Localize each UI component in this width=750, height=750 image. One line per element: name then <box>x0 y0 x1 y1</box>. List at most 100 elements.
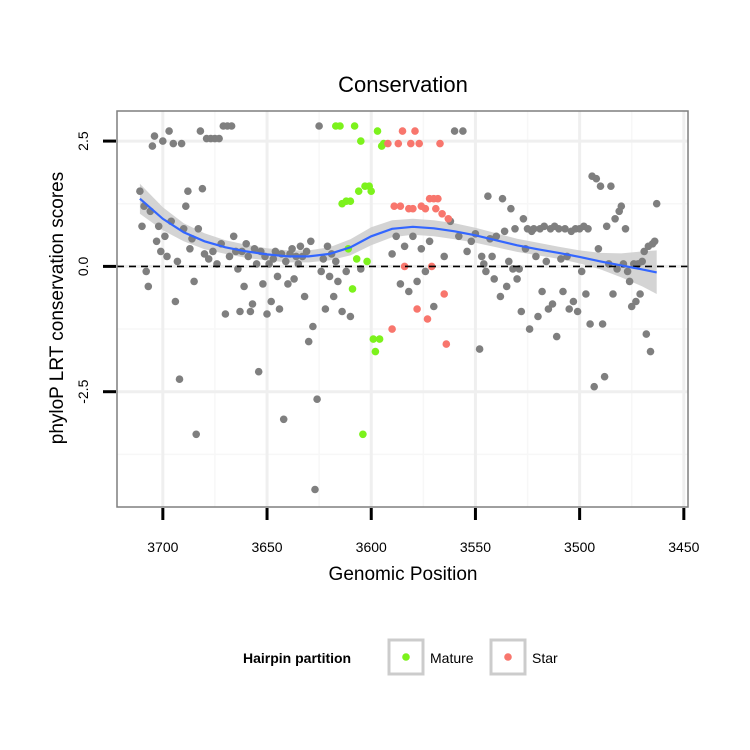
point-background <box>302 247 311 256</box>
point-background <box>321 305 330 313</box>
point-background <box>540 222 548 231</box>
point-background <box>150 132 159 140</box>
point-background <box>592 174 601 183</box>
point-background <box>225 252 234 261</box>
point-background <box>173 257 182 266</box>
point-background <box>288 245 296 253</box>
point-background <box>311 485 319 494</box>
point-background <box>317 267 326 276</box>
point-background <box>269 255 278 263</box>
point-background <box>171 297 180 306</box>
point-background <box>309 322 317 331</box>
point-background <box>525 325 534 333</box>
point-star <box>394 139 403 148</box>
point-background <box>392 232 401 241</box>
legend-key-star <box>489 638 527 676</box>
point-background <box>198 184 207 193</box>
point-background <box>500 227 509 236</box>
point-background <box>248 300 257 308</box>
point-background <box>534 312 542 321</box>
point-background <box>482 267 490 276</box>
point-background <box>254 367 263 376</box>
point-background <box>177 139 186 148</box>
point-background <box>157 247 165 256</box>
point-star <box>413 305 421 313</box>
point-mature <box>375 335 384 343</box>
point-background <box>638 257 646 266</box>
point-background <box>652 199 661 208</box>
point-background <box>565 305 573 313</box>
point-background <box>240 282 248 291</box>
point-background <box>440 252 449 261</box>
point-background <box>184 187 192 195</box>
point-background <box>315 122 323 130</box>
point-mature <box>369 335 378 343</box>
chart-title: Conservation <box>338 72 468 97</box>
point-background <box>421 267 430 276</box>
point-mature <box>352 255 361 263</box>
point-background <box>488 252 496 261</box>
point-background <box>600 372 609 381</box>
point-mature <box>346 197 355 205</box>
point-background <box>209 247 217 256</box>
point-background <box>273 272 282 281</box>
legend-item-mature: Mature <box>387 638 474 676</box>
point-background <box>161 232 169 241</box>
point-mature <box>359 430 367 439</box>
point-star <box>400 262 409 271</box>
point-background <box>598 320 607 328</box>
point-background <box>517 307 526 316</box>
point-star <box>434 194 442 203</box>
point-background <box>513 275 521 283</box>
point-background <box>138 222 146 231</box>
point-background <box>221 310 230 318</box>
point-mature <box>373 127 382 135</box>
point-star <box>390 202 399 210</box>
x-axis-title: Genomic Position <box>329 564 478 585</box>
point-background <box>632 297 640 306</box>
point-background <box>607 182 615 190</box>
point-background <box>182 202 190 210</box>
points-layer <box>136 122 661 494</box>
point-mature <box>367 187 376 195</box>
point-background <box>204 255 213 263</box>
smooth-line-layer <box>139 197 657 274</box>
point-background <box>296 242 305 251</box>
point-background <box>229 232 238 241</box>
point-background <box>548 300 557 308</box>
point-background <box>430 302 438 311</box>
point-background <box>611 215 619 223</box>
point-star <box>409 204 417 213</box>
point-background <box>267 297 276 306</box>
point-background <box>334 277 342 286</box>
point-background <box>169 139 178 148</box>
point-background <box>215 134 223 143</box>
point-background <box>475 345 484 353</box>
point-mature <box>336 122 344 130</box>
plot-border <box>116 110 689 508</box>
point-background <box>196 127 205 135</box>
point-background <box>136 187 144 195</box>
point-background <box>621 225 630 233</box>
point-background <box>271 247 280 256</box>
point-background <box>323 242 332 251</box>
point-background <box>165 127 173 135</box>
point-background <box>511 225 519 233</box>
legend-swatch-mature <box>402 653 410 661</box>
legend-key-mature <box>387 638 425 676</box>
x-axis: 3700 3650 3600 3550 3500 3450 <box>147 508 700 555</box>
point-background <box>186 245 194 253</box>
point-background <box>236 307 244 316</box>
legend: Hairpin partition Mature Star <box>243 638 558 676</box>
point-star <box>423 315 432 323</box>
point-mature <box>354 187 363 195</box>
point-mature <box>363 257 371 266</box>
point-background <box>577 267 586 276</box>
point-background <box>313 395 321 404</box>
y-axis: -2.5 0.0 2.5 <box>75 131 116 404</box>
point-background <box>542 257 551 266</box>
point-star <box>436 139 444 148</box>
point-background <box>263 310 271 318</box>
point-background <box>561 225 569 233</box>
